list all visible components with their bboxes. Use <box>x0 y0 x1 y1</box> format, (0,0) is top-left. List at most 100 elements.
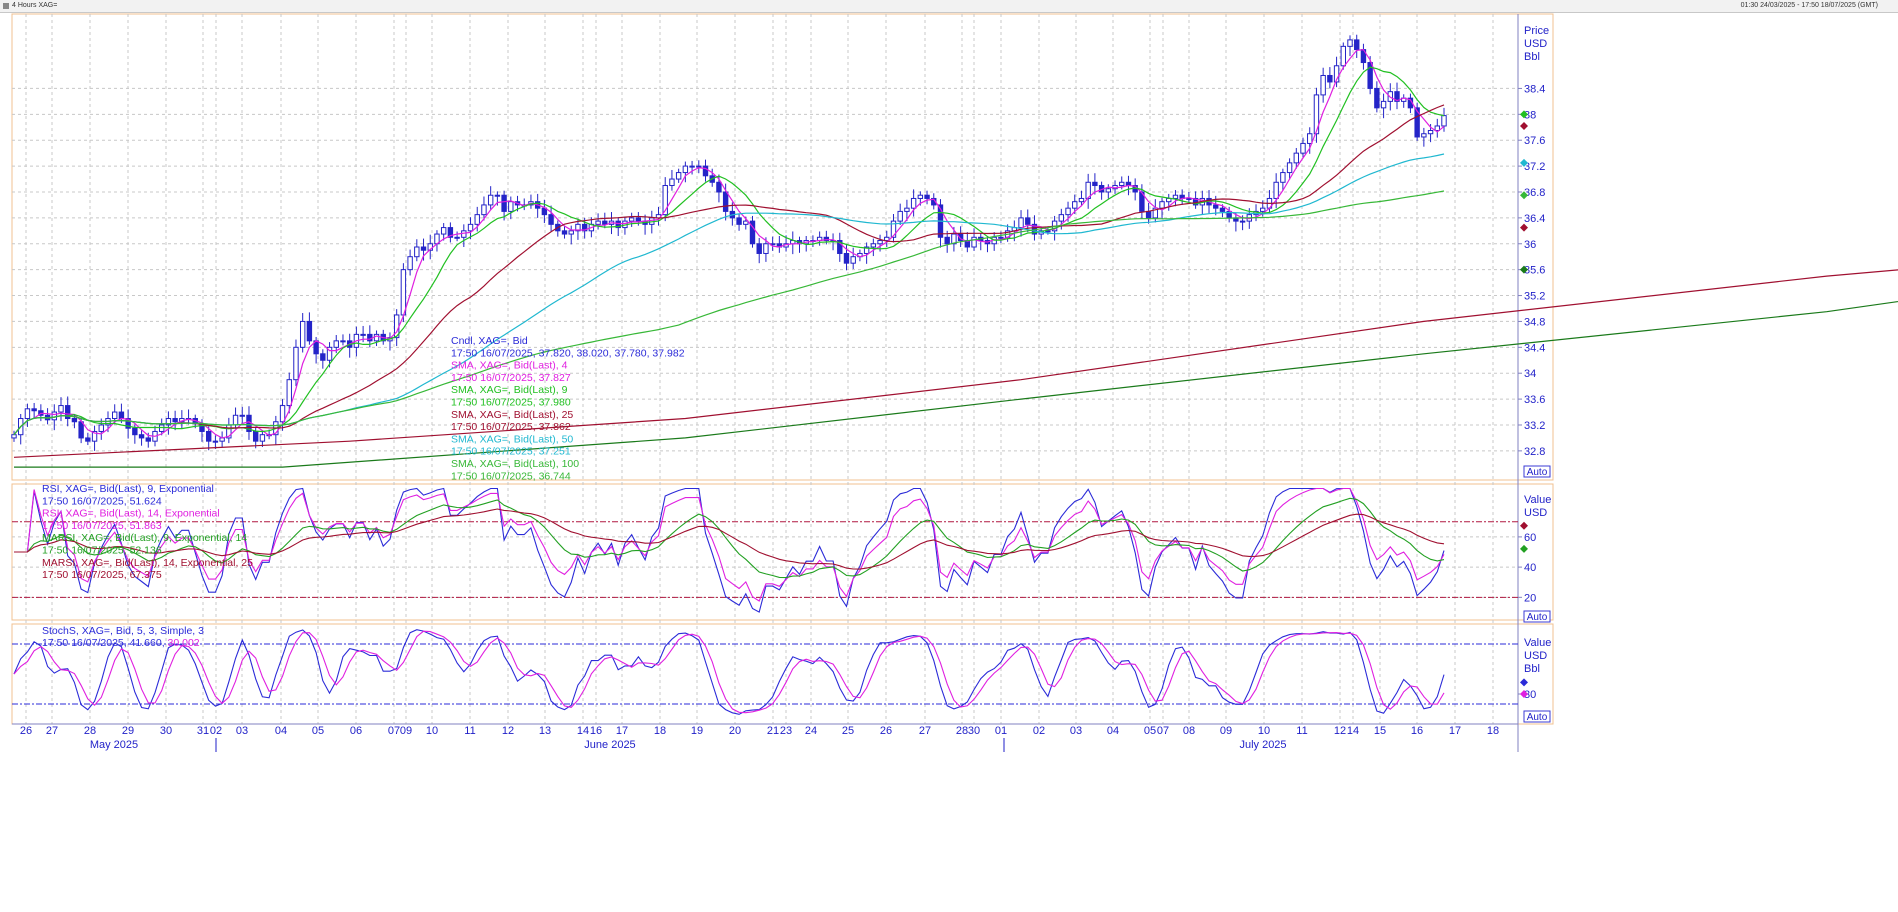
candle <box>494 194 501 197</box>
candle <box>897 210 903 222</box>
candle <box>51 411 57 421</box>
candle <box>1427 130 1434 135</box>
candle <box>420 246 427 251</box>
x-tick-label: 26 <box>880 725 892 737</box>
stoch-legend: StochS, XAG=, Bid, 5, 3, Simple, 317:50 … <box>42 625 204 649</box>
candle <box>487 194 494 206</box>
candle <box>132 427 138 436</box>
rsi-panel <box>11 483 1554 621</box>
x-tick-label: 18 <box>654 725 666 737</box>
x-tick-label: 13 <box>539 725 551 737</box>
candle <box>407 256 413 271</box>
candle <box>1380 100 1387 109</box>
rsi-legend-item: 17:50 16/07/2025, 52.136 <box>42 545 162 557</box>
candle <box>58 405 64 413</box>
x-tick-label: 25 <box>842 725 854 737</box>
auto-button-stoch <box>1523 710 1551 723</box>
candle <box>1347 39 1353 47</box>
x-tick-label: 16 <box>590 725 602 737</box>
price-legend-item: SMA, XAG=, Bid(Last), 50 <box>451 433 573 445</box>
candle <box>763 243 769 254</box>
candle <box>232 414 239 426</box>
chart-area[interactable]: 32.8 33.2 33.6 34 34.4 34.8 35.2 35.6 36 36.4 36.8… <box>0 12 1898 912</box>
rsi-series-line <box>14 487 1445 602</box>
x-tick-label: 10 <box>426 725 438 737</box>
rsi-tick-label: 40 <box>1524 562 1536 574</box>
price-axis-header: Bbl <box>1524 51 1540 63</box>
sma-9-line <box>13 66 1445 436</box>
candle <box>716 181 722 193</box>
candle <box>1394 91 1400 102</box>
candle <box>870 243 877 248</box>
x-tick-label: 04 <box>1107 725 1119 737</box>
price-marker <box>1520 110 1528 119</box>
sma-long-line-1 <box>13 269 1898 458</box>
stoch-series-line <box>13 629 1445 715</box>
x-tick-label: 07 <box>388 725 400 737</box>
price-legend-item: SMA, XAG=, Bid(Last), 4 <box>451 360 568 372</box>
candle <box>1045 230 1051 233</box>
x-month-label: June 2025 <box>584 739 635 751</box>
rsi-legend-item: 17:50 16/07/2025, 67.375 <box>42 569 162 581</box>
candle <box>138 434 145 439</box>
candle <box>877 240 883 245</box>
x-tick-label: 20 <box>729 725 741 737</box>
stoch-axis-header: Value <box>1524 637 1551 649</box>
candle <box>293 346 299 381</box>
candle <box>98 424 104 432</box>
candle <box>454 236 460 239</box>
price-marker <box>1520 158 1528 167</box>
rsi-axis-header: USD <box>1524 507 1547 519</box>
x-tick-label: 28 <box>84 725 96 737</box>
x-tick-label: 16 <box>1411 725 1423 737</box>
stoch-legend-item: StochS, XAG=, Bid, 5, 3, Simple, 3 <box>42 625 204 637</box>
price-axis-header: USD <box>1524 38 1547 50</box>
candle <box>682 165 689 174</box>
candle <box>1239 220 1246 223</box>
candle <box>65 405 71 420</box>
stoch-panel <box>11 623 1554 725</box>
rsi-tick-label: 60 <box>1524 532 1536 544</box>
candle <box>1105 188 1112 193</box>
price-legend-item: SMA, XAG=, Bid(Last), 9 <box>451 384 568 396</box>
x-tick-label: 17 <box>1449 725 1461 737</box>
x-tick-label: 02 <box>210 725 222 737</box>
stoch-marker <box>1520 690 1528 698</box>
candle <box>373 333 380 342</box>
price-tick-label: 33.6 <box>1524 394 1545 406</box>
x-tick-label: 27 <box>46 725 58 737</box>
candle <box>461 230 467 238</box>
candle <box>125 418 131 429</box>
candle <box>1374 87 1380 109</box>
stoch-axis-header: Bbl <box>1524 663 1540 675</box>
candle <box>1340 45 1346 67</box>
rsi-legend-item: MARSI, XAG=, Bid(Last), 14, Exponential,… <box>42 557 253 569</box>
x-tick-label: 23 <box>780 725 792 737</box>
price-legend-item: 17:50 16/07/2025, 36.744 <box>451 470 571 482</box>
candle <box>1186 197 1192 200</box>
x-tick-label: 30 <box>160 725 172 737</box>
candle <box>1414 107 1420 138</box>
rsi-marker <box>1520 544 1528 553</box>
candle <box>1300 142 1306 154</box>
candle <box>360 333 366 336</box>
candle <box>367 333 373 342</box>
candle <box>340 340 346 343</box>
candle <box>581 223 588 232</box>
price-tick-label: 32.8 <box>1524 446 1545 458</box>
price-marker <box>1520 265 1528 274</box>
candle <box>165 418 172 426</box>
rsi-series-line <box>14 508 1445 570</box>
rsi-legend-item: RSI, XAG=, Bid(Last), 9, Exponential <box>42 483 214 495</box>
candle <box>1286 162 1293 174</box>
x-tick-label: 24 <box>805 725 817 737</box>
sma-25-line <box>13 104 1445 436</box>
x-tick-label: 27 <box>919 725 931 737</box>
candle <box>414 246 420 258</box>
x-tick-label: 19 <box>691 725 703 737</box>
x-tick-label: 18 <box>1487 725 1499 737</box>
candle <box>615 220 621 229</box>
candle <box>702 165 709 177</box>
price-marker <box>1520 121 1528 130</box>
x-tick-label: 31 <box>197 725 209 737</box>
